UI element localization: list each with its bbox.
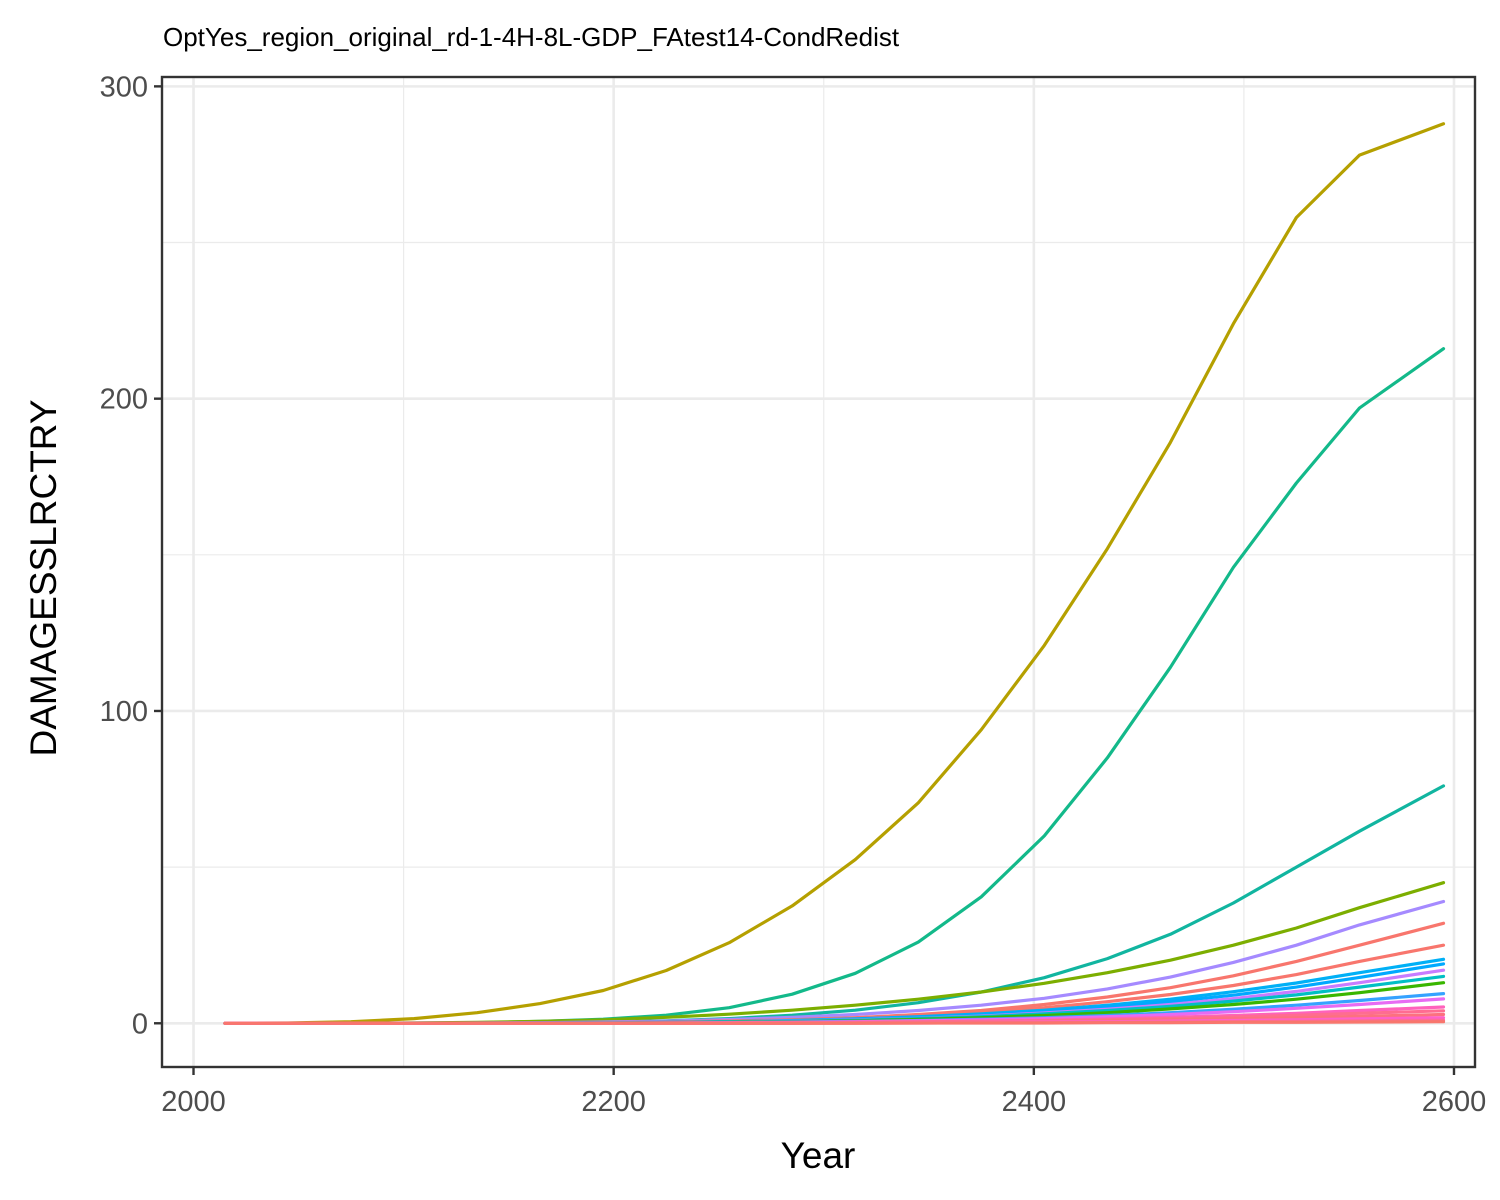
y-tick-label: 200 xyxy=(100,384,148,416)
series-line-series-20 xyxy=(223,1020,1446,1025)
panel-frame xyxy=(160,75,1477,1069)
plot-panel xyxy=(162,77,1475,1067)
panel-border xyxy=(160,75,1477,1069)
series-layer xyxy=(223,122,1446,1025)
x-tick-label: 2600 xyxy=(1422,1086,1487,1118)
y-tick-label: 300 xyxy=(100,71,148,103)
y-axis-title: DAMAGESSLRCTRY xyxy=(23,399,64,756)
plot-background xyxy=(162,77,1475,1067)
grid-minor xyxy=(162,77,1475,1067)
y-tick-label: 0 xyxy=(132,1008,148,1040)
x-tick-label: 2000 xyxy=(161,1086,226,1118)
x-tick-label: 2400 xyxy=(1002,1086,1067,1118)
x-axis-title: Year xyxy=(781,1135,856,1176)
y-axis: 0 100 200 300 xyxy=(100,71,162,1040)
y-tick-label: 100 xyxy=(100,696,148,728)
chart-title: OptYes_region_original_rd-1-4H-8L-GDP_FA… xyxy=(163,22,900,52)
series-line-series-1 xyxy=(223,122,1446,1025)
x-axis: 2000 2200 2400 2600 xyxy=(161,1067,1486,1118)
x-tick-label: 2200 xyxy=(581,1086,646,1118)
